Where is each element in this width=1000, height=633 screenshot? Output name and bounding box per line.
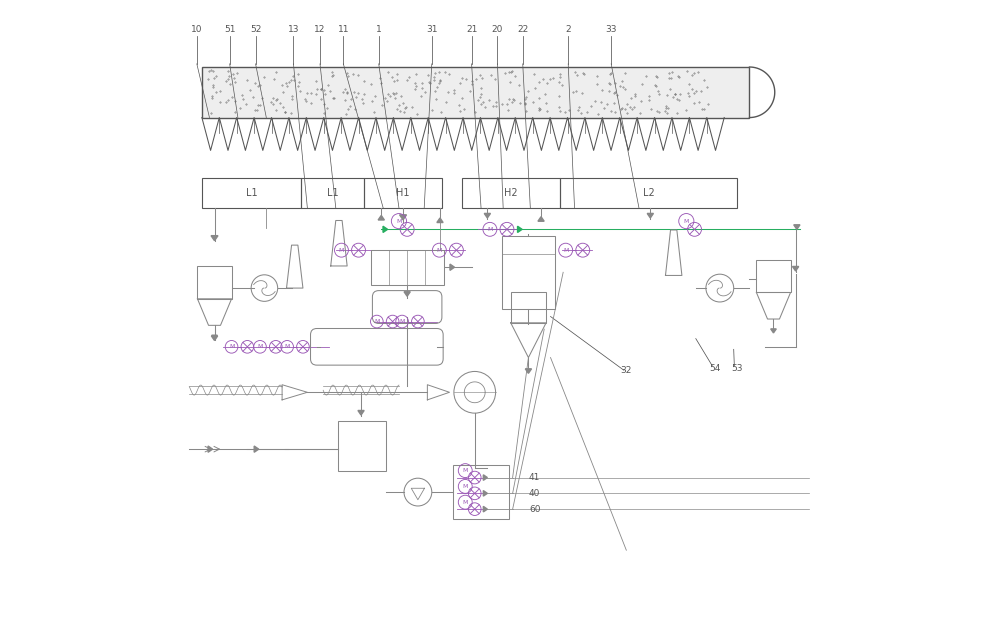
Text: 51: 51 xyxy=(224,25,235,34)
Text: M: M xyxy=(463,468,468,473)
Text: M: M xyxy=(463,484,468,489)
Text: 41: 41 xyxy=(529,473,540,482)
Bar xyxy=(202,177,301,208)
Text: 13: 13 xyxy=(288,25,299,34)
Text: H2: H2 xyxy=(504,188,518,197)
Polygon shape xyxy=(483,475,487,480)
Polygon shape xyxy=(538,216,544,222)
Text: 54: 54 xyxy=(709,364,720,373)
Polygon shape xyxy=(211,336,218,341)
Polygon shape xyxy=(483,506,487,512)
Text: 22: 22 xyxy=(517,25,528,34)
Polygon shape xyxy=(437,218,443,223)
Text: M: M xyxy=(487,227,493,232)
Text: M: M xyxy=(339,248,344,253)
Text: 33: 33 xyxy=(605,25,617,34)
Bar xyxy=(756,260,791,292)
Polygon shape xyxy=(378,215,384,220)
Polygon shape xyxy=(484,213,490,218)
Polygon shape xyxy=(647,213,653,218)
Text: H1: H1 xyxy=(396,188,410,197)
Text: L1: L1 xyxy=(246,188,257,197)
Text: 40: 40 xyxy=(529,489,540,498)
Text: M: M xyxy=(374,319,380,324)
Polygon shape xyxy=(211,235,218,241)
Text: 1: 1 xyxy=(376,25,382,34)
Text: M: M xyxy=(684,218,689,223)
Text: M: M xyxy=(463,499,468,505)
Text: 32: 32 xyxy=(621,366,632,375)
Text: L1: L1 xyxy=(327,188,338,197)
Polygon shape xyxy=(450,264,455,270)
Text: 10: 10 xyxy=(191,25,203,34)
Bar xyxy=(462,177,560,208)
Polygon shape xyxy=(383,226,388,232)
Polygon shape xyxy=(525,369,532,373)
Text: 2: 2 xyxy=(565,25,571,34)
Bar xyxy=(511,292,546,323)
Bar xyxy=(364,177,442,208)
Text: M: M xyxy=(563,248,568,253)
Polygon shape xyxy=(794,225,800,229)
Polygon shape xyxy=(404,292,410,296)
Polygon shape xyxy=(208,446,213,452)
Text: M: M xyxy=(284,344,290,349)
Bar xyxy=(453,465,509,518)
Polygon shape xyxy=(400,215,407,220)
Text: 52: 52 xyxy=(250,25,261,34)
Text: 53: 53 xyxy=(731,364,743,373)
Bar xyxy=(502,235,555,309)
Text: M: M xyxy=(257,344,263,349)
Bar xyxy=(202,67,749,118)
Polygon shape xyxy=(792,266,799,271)
Text: 20: 20 xyxy=(492,25,503,34)
Text: 11: 11 xyxy=(338,25,349,34)
Text: L2: L2 xyxy=(643,188,654,197)
Text: M: M xyxy=(396,218,402,223)
Text: M: M xyxy=(437,248,442,253)
Text: 21: 21 xyxy=(466,25,477,34)
Polygon shape xyxy=(358,410,364,415)
Text: 12: 12 xyxy=(314,25,326,34)
Text: M: M xyxy=(399,319,405,324)
Text: M: M xyxy=(229,344,234,349)
Polygon shape xyxy=(483,491,487,496)
Bar xyxy=(197,266,232,299)
Bar xyxy=(338,422,386,470)
Text: 60: 60 xyxy=(529,505,540,513)
Polygon shape xyxy=(254,446,259,452)
Bar xyxy=(371,249,444,285)
Text: 31: 31 xyxy=(426,25,438,34)
Polygon shape xyxy=(771,329,776,333)
Bar xyxy=(301,177,364,208)
Bar xyxy=(560,177,737,208)
Polygon shape xyxy=(518,226,522,232)
Polygon shape xyxy=(212,335,217,339)
